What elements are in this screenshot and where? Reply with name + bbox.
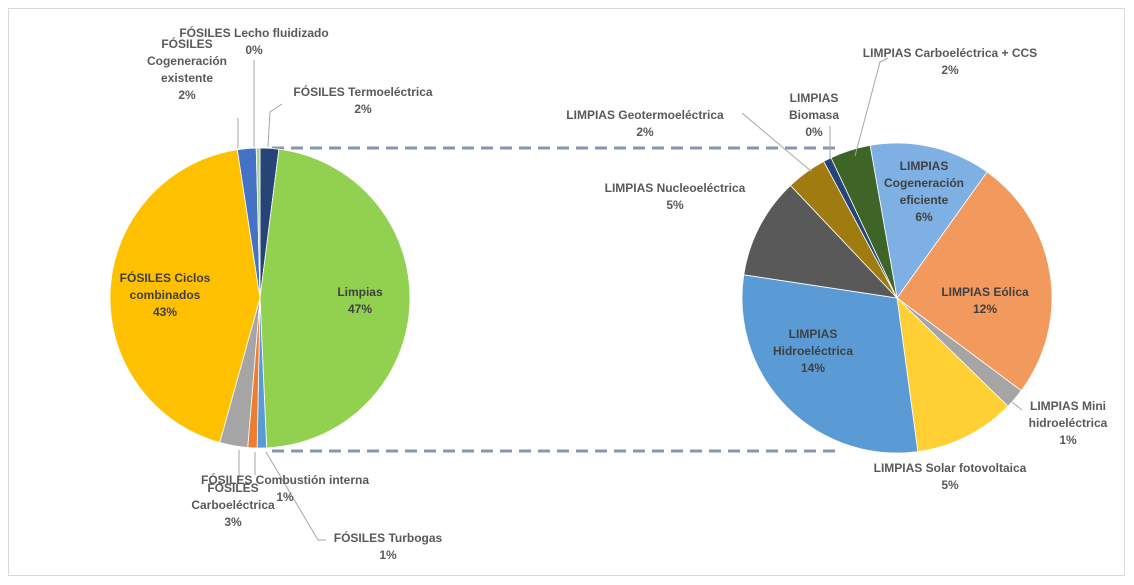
category-label: FÓSILES Lecho fluidizado [179,26,329,40]
pie-slice [743,184,899,299]
leader-line [741,112,813,173]
data-label: LIMPIAS Hidroeléctrica 14% [758,326,868,377]
value-label: 1% [379,548,397,562]
pie-slice [741,274,919,454]
value-label: 1% [1059,433,1077,447]
data-label: FÓSILES Carboeléctrica 3% [178,480,288,531]
leader-line [854,57,889,157]
value-label: 47% [347,302,373,316]
value-label: 0% [245,43,263,57]
leader-line [265,451,326,541]
data-label: LIMPIAS Biomasa 0% [779,90,849,141]
value-label: 0% [805,125,823,139]
category-label: LIMPIAS Mini hidroeléctrica [1028,399,1108,430]
value-label: 6% [915,210,933,224]
category-label: Limpias [337,285,383,299]
category-label: FÓSILES Combustión interna [200,473,369,487]
leader-line [267,103,283,148]
category-label: LIMPIAS Hidroeléctrica [772,327,854,358]
value-label: 2% [178,88,196,102]
data-label: FÓSILES Cogeneración existente 2% [137,36,237,104]
category-label: FÓSILES Turbogas [333,531,443,545]
category-label: LIMPIAS Geotermoeléctrica [566,108,724,122]
data-label: LIMPIAS Cogeneración eficiente 6% [874,158,974,226]
category-label: LIMPIAS Eólica [941,285,1029,299]
data-label: FÓSILES Lecho fluidizado 0% [144,25,364,59]
value-label: 3% [224,515,242,529]
pie-slice [830,144,898,299]
category-label: LIMPIAS Solar fotovoltaica [873,461,1027,475]
value-label: 2% [636,125,654,139]
value-label: 1% [276,490,294,504]
data-label: LIMPIAS Eólica 12% [925,284,1045,318]
category-label: LIMPIAS Cogeneración eficiente [883,159,964,207]
category-label: LIMPIAS Biomasa [788,91,840,122]
data-label: FÓSILES Termoeléctrica 2% [263,84,463,118]
data-label: LIMPIAS Nucleoeléctrica 5% [575,180,775,214]
value-label: 2% [354,102,372,116]
pie-slice [896,296,1009,453]
value-label: 2% [941,63,959,77]
data-label: LIMPIAS Mini hidroeléctrica 1% [1013,398,1123,449]
pie-slice [109,149,261,443]
category-label: FÓSILES Cogeneración existente [146,37,227,85]
data-label: LIMPIAS Geotermoeléctrica 2% [535,107,755,141]
data-label: FÓSILES Turbogas 1% [288,530,488,564]
category-label: FÓSILES Ciclos combinados [119,271,211,302]
data-label: LIMPIAS Carboeléctrica + CCS 2% [830,45,1070,79]
value-label: 14% [800,361,826,375]
value-label: 43% [152,305,178,319]
pie-slice [896,171,1053,392]
data-label: FÓSILES Combustión interna 1% [175,472,395,506]
pie-slice [255,147,261,299]
category-label: LIMPIAS Carboeléctrica + CCS [862,46,1038,60]
data-label: FÓSILES Ciclos combinados 43% [105,270,225,321]
category-label: LIMPIAS Nucleoeléctrica [604,181,746,195]
value-label: 5% [666,198,684,212]
pie-slice [869,142,988,300]
value-label: 5% [941,478,959,492]
pie-slice [259,148,411,449]
data-label: LIMPIAS Solar fotovoltaica 5% [850,460,1050,494]
data-label: Limpias 47% [320,284,400,318]
category-label: FÓSILES Termoeléctrica [293,85,433,99]
category-label: FÓSILES Carboeléctrica [191,481,275,512]
leader-line [1011,401,1023,411]
value-label: 12% [972,302,998,316]
